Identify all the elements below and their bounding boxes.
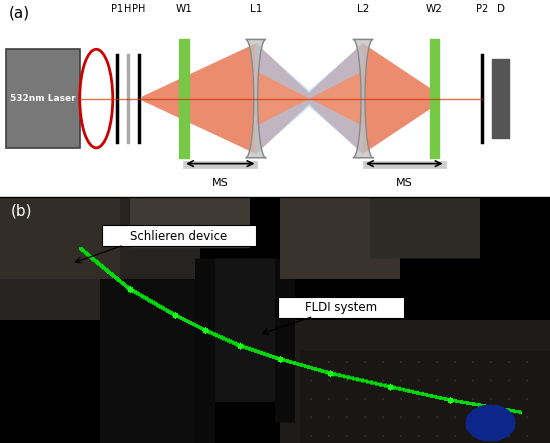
Bar <box>430 39 439 158</box>
Text: (b): (b) <box>11 203 32 218</box>
Bar <box>183 161 257 167</box>
Polygon shape <box>256 43 363 154</box>
Text: 532nm Laser: 532nm Laser <box>10 94 75 103</box>
Text: MS: MS <box>212 179 228 188</box>
Bar <box>179 39 189 158</box>
Bar <box>363 161 446 167</box>
Text: Schlieren device: Schlieren device <box>130 230 227 243</box>
Polygon shape <box>256 43 363 154</box>
FancyBboxPatch shape <box>278 297 404 318</box>
Polygon shape <box>256 43 309 99</box>
Text: L2: L2 <box>357 4 369 14</box>
Text: MS: MS <box>396 179 412 188</box>
FancyBboxPatch shape <box>102 225 256 246</box>
Polygon shape <box>246 39 266 158</box>
Polygon shape <box>142 43 256 154</box>
Text: H: H <box>124 4 131 14</box>
Text: PH: PH <box>133 4 146 14</box>
Text: D: D <box>497 4 504 14</box>
Polygon shape <box>309 43 363 99</box>
Text: FLDI system: FLDI system <box>305 301 377 314</box>
Polygon shape <box>363 43 440 154</box>
FancyBboxPatch shape <box>6 49 80 148</box>
Polygon shape <box>353 39 373 158</box>
Bar <box>492 59 509 138</box>
Text: W2: W2 <box>426 4 443 14</box>
Text: P2: P2 <box>476 4 488 14</box>
Text: W1: W1 <box>176 4 192 14</box>
Polygon shape <box>256 99 309 154</box>
Text: L1: L1 <box>250 4 262 14</box>
Text: (a): (a) <box>8 6 29 21</box>
Text: P1: P1 <box>111 4 123 14</box>
Polygon shape <box>309 99 363 154</box>
